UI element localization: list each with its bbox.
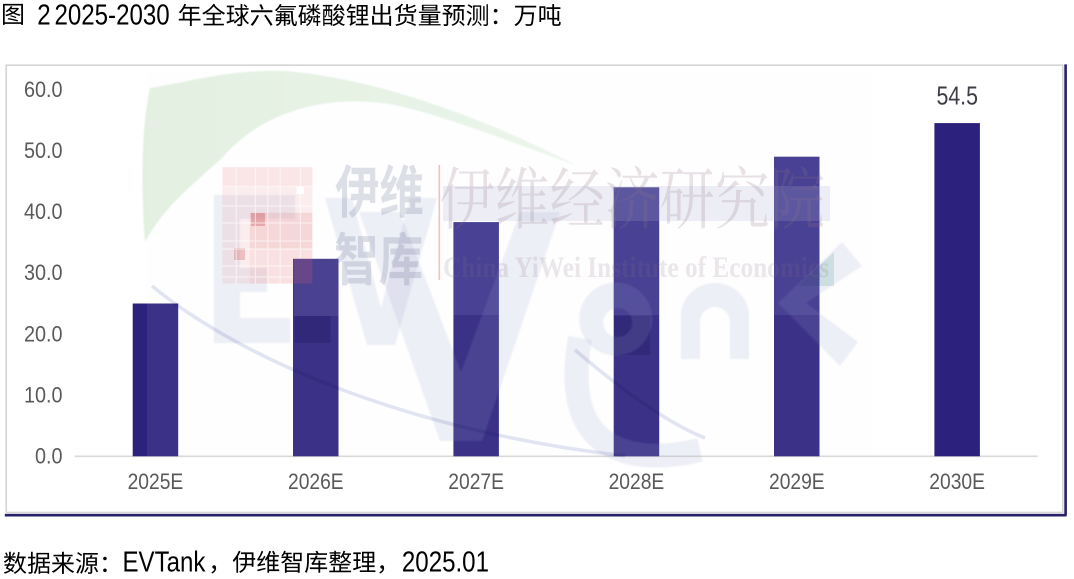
- svg-text:China YiWei Institute of Econo: China YiWei Institute of Economics: [443, 251, 829, 284]
- svg-text:2026E: 2026E: [288, 470, 344, 494]
- svg-text:0.0: 0.0: [35, 445, 63, 469]
- svg-text:2027E: 2027E: [448, 470, 504, 494]
- svg-text:2029E: 2029E: [769, 470, 825, 494]
- svg-text:2: 2: [37, 0, 50, 31]
- svg-text:2030E: 2030E: [929, 470, 985, 494]
- svg-text:30.0: 30.0: [24, 261, 63, 285]
- svg-text:50.0: 50.0: [24, 139, 63, 163]
- svg-text:2028E: 2028E: [609, 470, 665, 494]
- svg-text:40.0: 40.0: [24, 200, 63, 224]
- svg-text:10.0: 10.0: [24, 384, 63, 408]
- svg-text:2025E: 2025E: [128, 470, 184, 494]
- svg-text:EVTank: EVTank: [123, 546, 207, 578]
- svg-text:2025.01: 2025.01: [402, 546, 489, 578]
- svg-text:2025-2030: 2025-2030: [55, 0, 170, 31]
- svg-text:20.0: 20.0: [24, 322, 63, 346]
- svg-text:60.0: 60.0: [24, 78, 63, 102]
- svg-text:54.5: 54.5: [936, 83, 978, 111]
